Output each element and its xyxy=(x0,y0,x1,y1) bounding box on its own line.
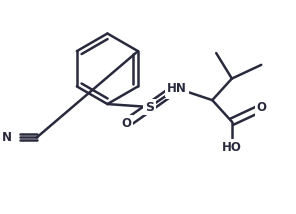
Text: HN: HN xyxy=(167,82,187,95)
Text: HO: HO xyxy=(222,141,242,154)
Text: N: N xyxy=(2,131,12,144)
Text: O: O xyxy=(256,101,266,114)
Text: O: O xyxy=(121,117,131,130)
Text: S: S xyxy=(145,101,154,113)
Text: O: O xyxy=(168,84,178,97)
